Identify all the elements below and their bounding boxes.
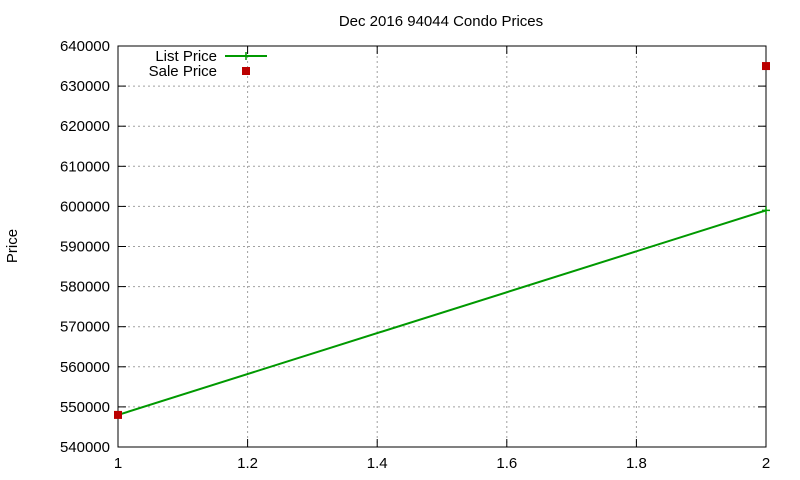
y-tick-label: 560000 — [60, 359, 110, 376]
y-tick-label: 550000 — [60, 399, 110, 416]
y-tick-label: 590000 — [60, 239, 110, 256]
x-tick-label: 1.4 — [367, 455, 388, 472]
grid-lines — [118, 46, 766, 447]
y-axis-label: Price — [4, 229, 21, 263]
axis-ticks: 540000 550000 560000 570000 580000 590000 6000… — [60, 38, 770, 472]
list-price-legend-label: List Price — [155, 48, 217, 65]
y-tick-label: 540000 — [60, 439, 110, 456]
x-tick-label: 2 — [762, 455, 770, 472]
x-tick-label: 1.8 — [626, 455, 647, 472]
series-layer — [114, 62, 770, 419]
x-tick-label: 1.6 — [496, 455, 517, 472]
x-tick-label: 1 — [114, 455, 122, 472]
sale-price-point — [114, 410, 122, 419]
list-price-line — [117, 209, 767, 416]
y-tick-label: 610000 — [60, 158, 110, 175]
y-tick-label: 570000 — [60, 319, 110, 336]
chart-title: Dec 2016 94044 Condo Prices — [339, 13, 543, 30]
y-tick-label: 630000 — [60, 78, 110, 95]
list-price-legend-marker — [225, 52, 267, 60]
y-tick-label: 640000 — [60, 38, 110, 55]
y-tick-label: 620000 — [60, 118, 110, 135]
x-tick-label: 1.2 — [237, 455, 258, 472]
y-tick-label: 580000 — [60, 279, 110, 296]
sale-price-legend-label: Sale Price — [149, 63, 217, 80]
sale-price-legend-marker — [242, 67, 250, 75]
sale-price-point — [762, 62, 770, 71]
y-tick-label: 600000 — [60, 198, 110, 215]
plot-frame — [117, 45, 767, 448]
list-price-point — [762, 206, 770, 215]
